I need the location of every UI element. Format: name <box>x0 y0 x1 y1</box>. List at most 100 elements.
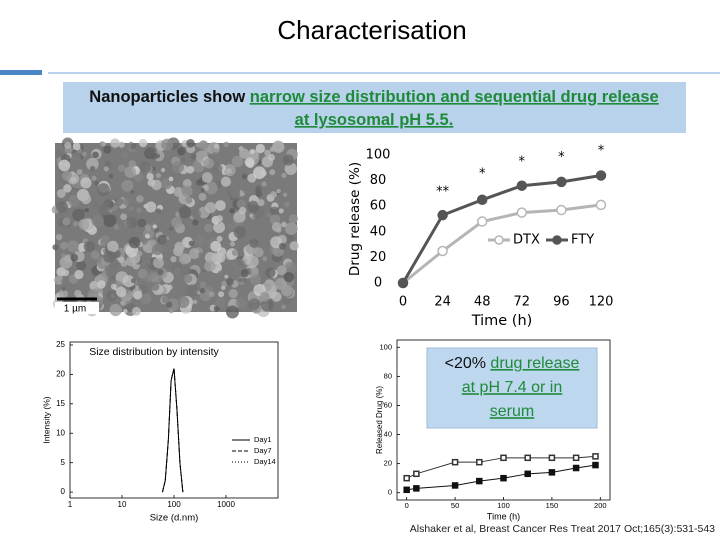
banner-text: Nanoparticles show <box>89 88 249 106</box>
sem-particle <box>249 213 254 218</box>
sem-particle <box>217 270 223 276</box>
sem-particle <box>230 241 235 247</box>
marker <box>556 176 567 188</box>
sem-particle <box>140 293 152 305</box>
sem-particle <box>242 277 248 283</box>
sem-particle <box>120 213 128 221</box>
sem-particle <box>78 218 90 230</box>
sem-particle <box>232 258 246 271</box>
sem-particle <box>109 303 122 317</box>
sem-particle <box>152 224 157 229</box>
legend-label: FTY <box>571 233 594 248</box>
sem-particle <box>130 190 135 195</box>
sem-particle <box>133 290 143 300</box>
sem-image <box>51 137 299 319</box>
sem-particle <box>226 277 234 286</box>
banner-highlight: narrow size distribution and sequential … <box>250 88 659 106</box>
sem-particle <box>69 176 77 183</box>
sem-particle <box>143 273 153 283</box>
sem-particle <box>265 267 276 278</box>
y-tick-label: 40 <box>370 224 387 239</box>
sem-particle <box>161 138 174 151</box>
decor-bar <box>0 70 42 75</box>
sem-particle <box>200 188 205 193</box>
annotation: ** <box>436 185 450 200</box>
x-tick-label: 1000 <box>217 500 235 509</box>
sem-particle <box>124 166 137 178</box>
y-tick-label: 25 <box>56 340 65 349</box>
sem-particle <box>249 238 259 248</box>
sem-particle <box>92 151 99 159</box>
sem-particle <box>244 157 255 168</box>
sem-particle <box>233 226 246 239</box>
marker <box>500 474 507 482</box>
sem-particle <box>276 188 281 194</box>
sem-particle <box>61 253 66 258</box>
sem-particle <box>283 271 294 283</box>
legend-marker <box>552 235 562 245</box>
marker <box>500 454 507 462</box>
sem-particle <box>241 173 248 180</box>
sem-particle <box>198 252 203 257</box>
sem-particle <box>284 162 297 175</box>
y-tick-label: 20 <box>56 369 65 378</box>
sem-particle <box>110 138 120 148</box>
sem-particle <box>192 299 198 305</box>
annotation: * <box>519 155 526 170</box>
marker <box>397 277 409 289</box>
sem-particle <box>271 222 282 232</box>
legend-label: DTX <box>513 233 540 248</box>
x-tick-label: 200 <box>594 501 607 510</box>
sem-particle <box>200 288 206 294</box>
sem-particle <box>103 166 109 172</box>
sem-particle <box>198 192 207 201</box>
sem-particle <box>260 299 274 312</box>
x-tick-label: 50 <box>451 501 459 510</box>
sem-particle <box>107 200 115 208</box>
sem-particle <box>80 177 92 189</box>
marker <box>524 454 531 462</box>
y-tick-label: 80 <box>370 173 387 188</box>
sem-particle <box>215 200 226 211</box>
sem-particle <box>270 191 278 198</box>
sem-particle <box>80 193 92 205</box>
sem-particle <box>59 255 73 269</box>
scale-label-box <box>55 302 99 314</box>
sem-particle <box>125 256 137 267</box>
sem-particle <box>136 207 142 213</box>
sem-particle <box>284 201 290 208</box>
sem-particle <box>131 306 141 316</box>
sem-particle <box>166 298 180 312</box>
sem-particle <box>284 261 297 275</box>
sem-particle <box>102 250 116 263</box>
sem-particle <box>136 250 143 257</box>
sem-particle <box>172 161 184 174</box>
sem-particle <box>76 169 83 175</box>
x-tick-label: 150 <box>546 501 559 510</box>
callout-highlight: drug release <box>490 355 579 372</box>
sem-particle <box>239 148 250 159</box>
sem-particle <box>199 281 207 289</box>
sem-particle <box>110 275 116 281</box>
y-tick-label: 100 <box>366 148 391 163</box>
sem-particle <box>160 167 166 173</box>
sem-particle <box>71 152 81 163</box>
x-tick-label: 0 <box>399 295 407 310</box>
sem-particle <box>188 240 195 247</box>
sem-particle <box>269 169 276 176</box>
sem-particle <box>58 289 69 299</box>
sem-particle <box>226 222 236 232</box>
marker <box>437 209 448 221</box>
sem-particle <box>136 195 144 203</box>
sem-particle <box>130 278 136 284</box>
marker <box>548 469 556 476</box>
y-tick-label: 20 <box>370 250 387 265</box>
sem-particle <box>86 157 99 171</box>
x-tick-label: 48 <box>474 295 491 310</box>
sem-particle <box>284 233 295 244</box>
sem-particle <box>122 196 132 206</box>
sem-particle <box>276 265 287 276</box>
sem-particle <box>82 151 87 157</box>
sem-particle <box>110 283 117 290</box>
